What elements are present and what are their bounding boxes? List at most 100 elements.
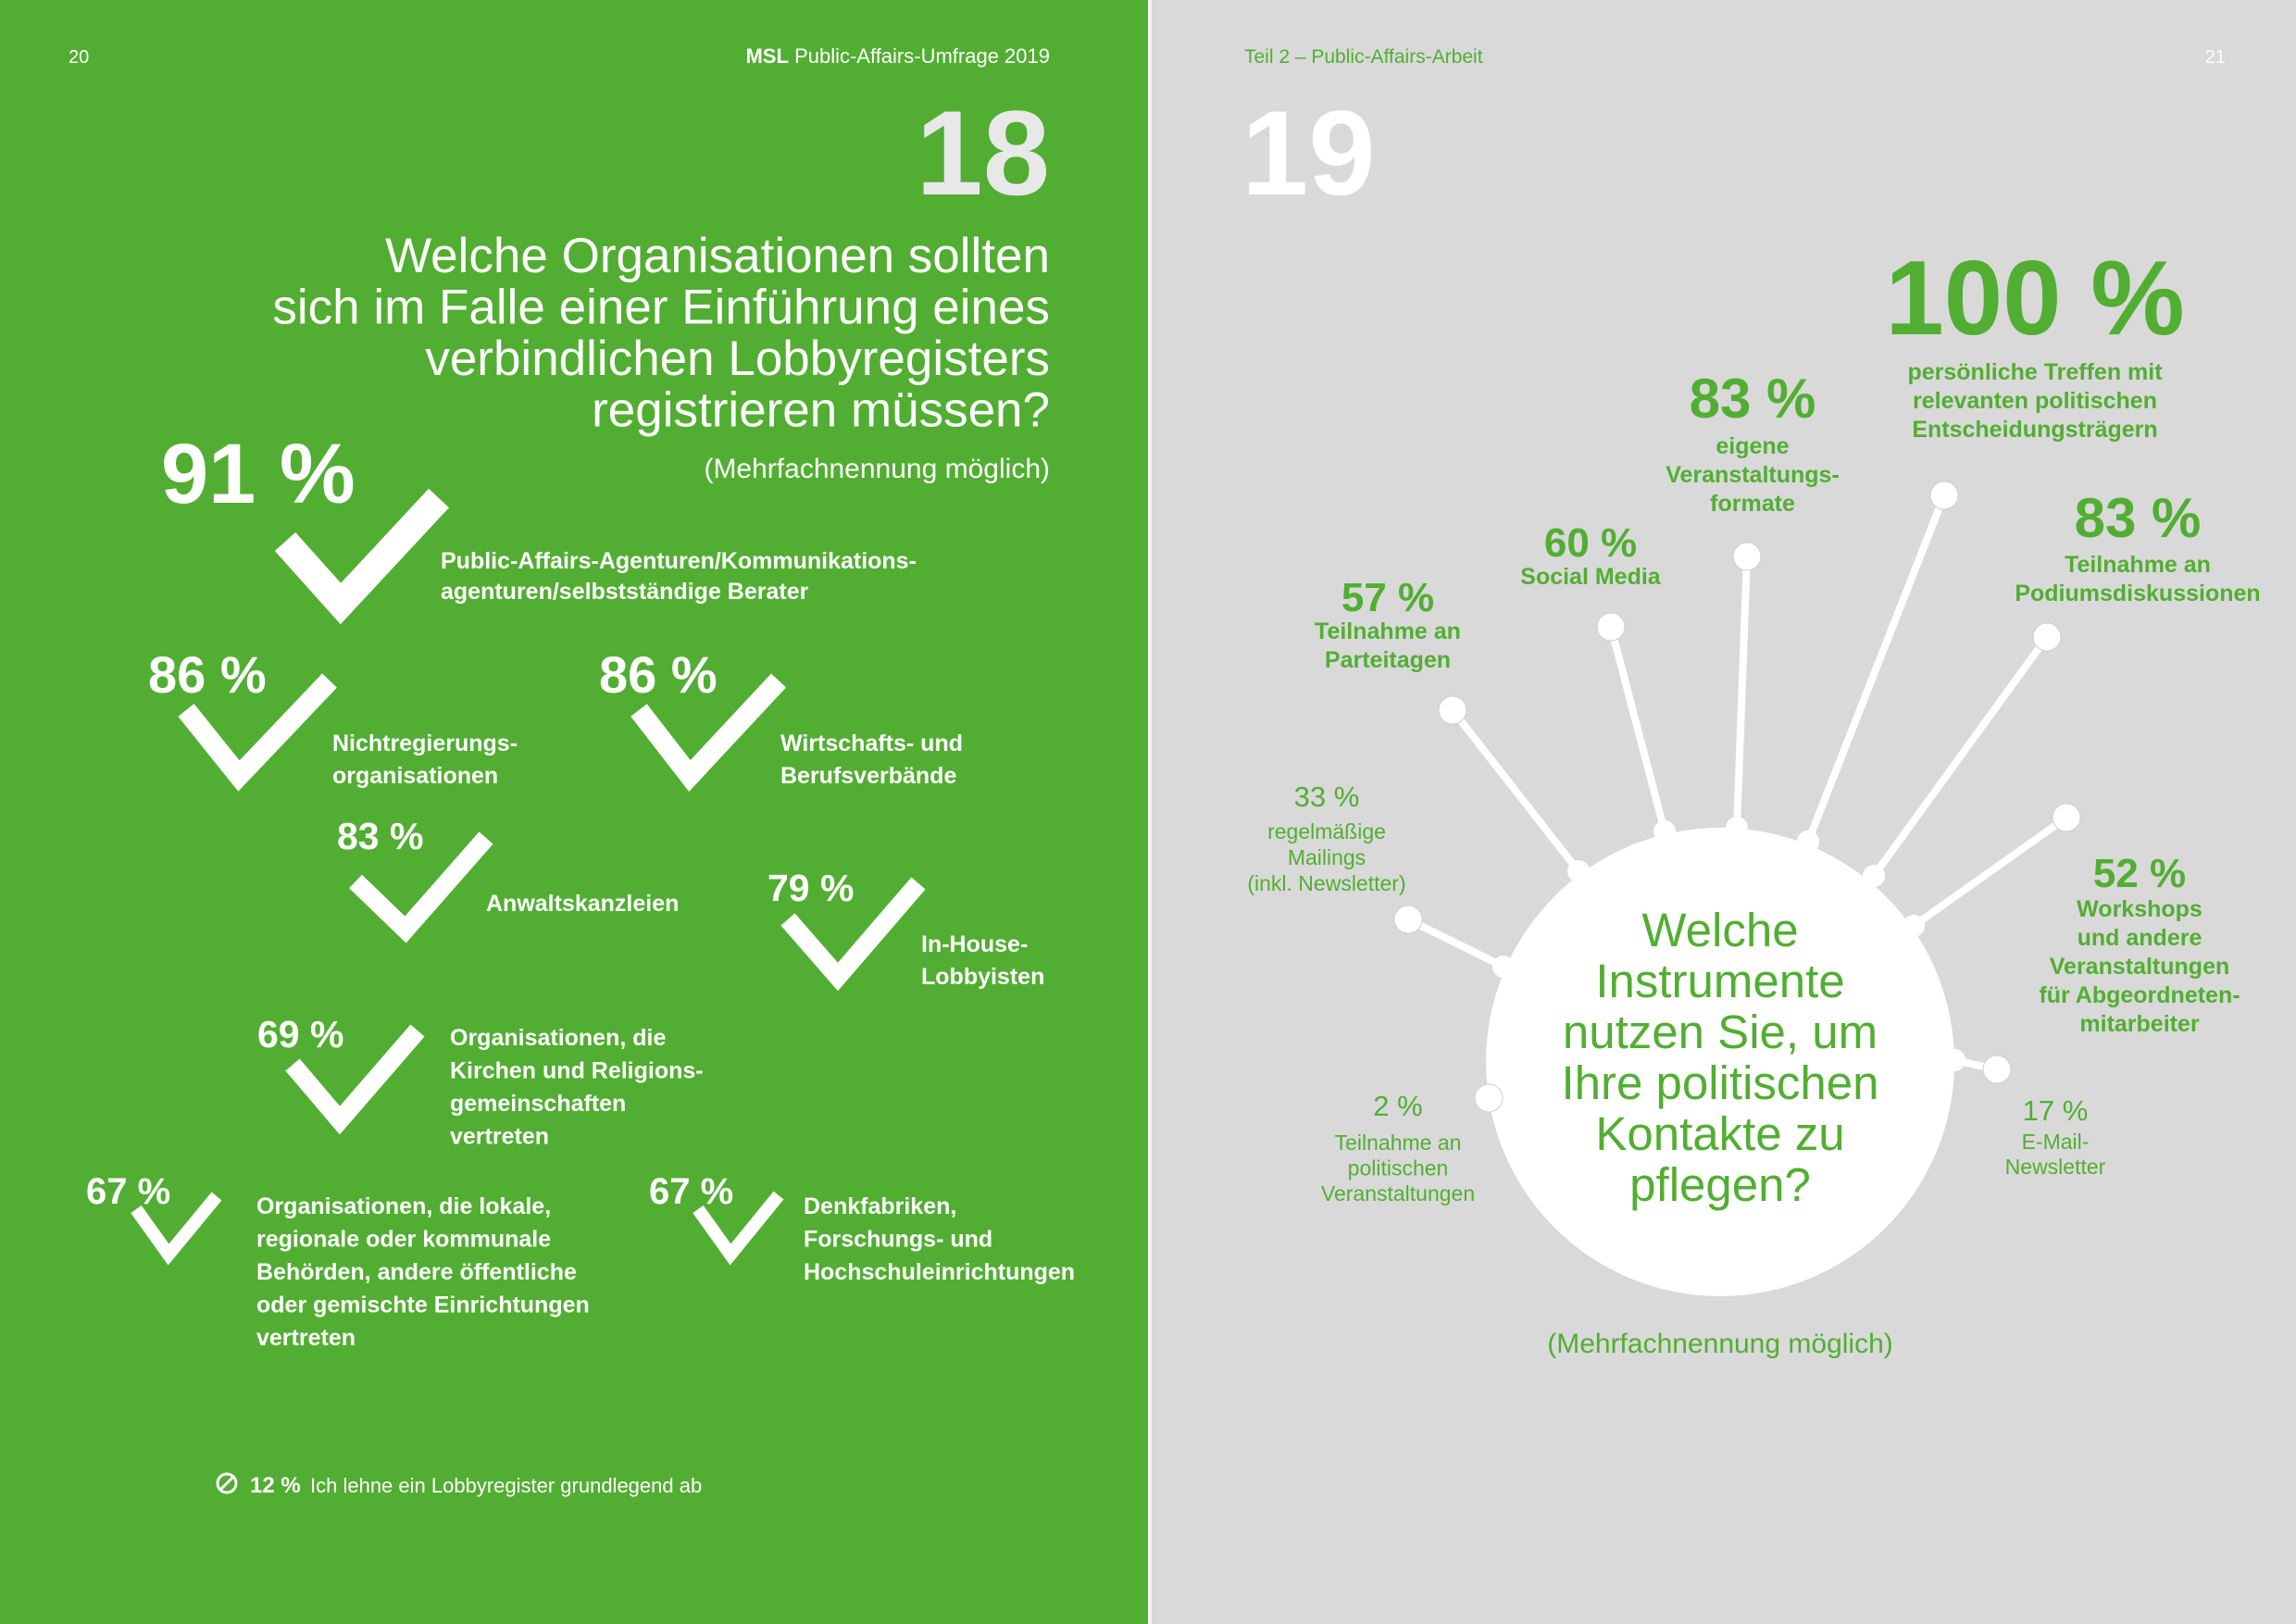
item-label: Nichtregierungs- bbox=[332, 731, 518, 756]
note: (Mehrfachnennung möglich) bbox=[1547, 1329, 1893, 1359]
item-label: Behörden, andere öffentliche bbox=[256, 1259, 577, 1285]
item-label: Veranstaltungen bbox=[1321, 1181, 1475, 1206]
header-title: Public-Affairs-Umfrage 2019 bbox=[794, 44, 1050, 68]
checkmark bbox=[285, 1024, 425, 1135]
spoke-dot bbox=[1903, 915, 1925, 937]
page-number: 20 bbox=[69, 47, 89, 68]
item-label: Public-Affairs-Agenturen/Kommunikations- bbox=[441, 548, 917, 574]
item-label: mitarbeiter bbox=[2079, 1011, 2199, 1037]
item-label: Mailings bbox=[1288, 845, 1366, 869]
checkmark bbox=[274, 488, 449, 625]
item-value: 83 % bbox=[2075, 487, 2202, 549]
item-label: Forschungs- und bbox=[804, 1227, 992, 1253]
item-label: eigene bbox=[1716, 433, 1789, 459]
checkmark bbox=[693, 1191, 784, 1266]
checkmark bbox=[178, 673, 337, 792]
item-label: Parteitagen bbox=[1325, 647, 1451, 673]
item-value: 79 % bbox=[767, 867, 854, 909]
question-line: nutzen Sie, um bbox=[1563, 1006, 1878, 1058]
item-label: Anwaltskanzleien bbox=[486, 891, 679, 917]
item-label: Teilnahme an bbox=[1315, 618, 1461, 644]
item-label: (inkl. Newsletter) bbox=[1247, 871, 1405, 895]
spoke-dot bbox=[2032, 622, 2062, 652]
item-label: agenturen/selbstständige Berater bbox=[441, 579, 809, 605]
spoke-dot bbox=[1732, 542, 1762, 571]
item-label: und andere bbox=[2078, 925, 2202, 951]
item-value: 57 % bbox=[1341, 575, 1434, 620]
question-line: pflegen? bbox=[1629, 1158, 1811, 1211]
section-title: Teil 2 – Public-Affairs-Arbeit bbox=[1244, 46, 1483, 68]
item-value: 86 % bbox=[599, 645, 718, 704]
spoke-dot bbox=[1863, 865, 1885, 887]
checkmark bbox=[780, 877, 926, 992]
item-label: Teilnahme an bbox=[2065, 552, 2211, 578]
item-value: 60 % bbox=[1544, 520, 1637, 566]
item-label: oder gemischte Einrichtungen bbox=[256, 1293, 590, 1318]
note: (Mehrfachnennung möglich) bbox=[704, 454, 1050, 484]
item-value: 69 % bbox=[257, 1013, 343, 1056]
item-label: Hochschuleinrichtungen bbox=[804, 1259, 1075, 1285]
question-line: Ihre politischen bbox=[1561, 1056, 1878, 1109]
question-line: registrieren müssen? bbox=[592, 383, 1050, 438]
spoke-dot bbox=[1492, 956, 1515, 978]
item-label: Lobbyisten bbox=[921, 964, 1044, 990]
question-line: verbindlichen Lobbyregisters bbox=[425, 331, 1050, 386]
gutter bbox=[1148, 0, 1152, 1624]
item-label: Wirtschafts- und bbox=[780, 731, 963, 756]
spoke bbox=[1406, 916, 1505, 970]
spoke-dot bbox=[1393, 905, 1423, 934]
question-line: Welche bbox=[1641, 904, 1798, 956]
spoke-dot bbox=[2052, 803, 2081, 832]
item-label: In-House- bbox=[921, 931, 1028, 957]
item-label: regionale oder kommunale bbox=[256, 1227, 551, 1253]
icon-ring bbox=[216, 1472, 238, 1494]
item-value: 83 % bbox=[1690, 368, 1816, 430]
spoke bbox=[1733, 556, 1751, 829]
spoke-dot bbox=[1797, 831, 1819, 853]
spoke bbox=[1911, 814, 2069, 930]
item-label: Podiumsdiskussionen bbox=[2015, 581, 2260, 606]
item-label: E-Mail- bbox=[2022, 1130, 2090, 1154]
spoke bbox=[1449, 707, 1582, 874]
question-line: Welche Organisationen sollten bbox=[385, 229, 1050, 283]
spoke-dot bbox=[1943, 1049, 1965, 1071]
spoke bbox=[1870, 634, 2051, 879]
item-label: relevanten politischen bbox=[1913, 388, 2157, 414]
item-label: gemeinschaften bbox=[450, 1091, 626, 1117]
spoke-dot bbox=[1929, 481, 1959, 510]
spoke-dot bbox=[1438, 695, 1467, 725]
spoke-dot bbox=[1596, 612, 1626, 642]
question-number: 19 bbox=[1242, 85, 1376, 220]
footer-value: 12 % bbox=[250, 1473, 301, 1498]
icon-slash bbox=[218, 1475, 235, 1492]
checkmark bbox=[131, 1192, 222, 1266]
item-value: 100 % bbox=[1885, 240, 2184, 357]
checkmark bbox=[630, 673, 787, 792]
item-label: Organisationen, die bbox=[450, 1025, 666, 1051]
item-label: Berufsverbände bbox=[780, 763, 956, 789]
item-value: 2 % bbox=[1373, 1090, 1422, 1122]
item-label: Newsletter bbox=[2005, 1155, 2106, 1179]
spoke-dot bbox=[1982, 1055, 2012, 1084]
spoke-dot bbox=[1567, 860, 1590, 882]
item-label: formate bbox=[1710, 491, 1795, 517]
item-label: Teilnahme an bbox=[1335, 1131, 1462, 1155]
item-label: für Abgeordneten- bbox=[2039, 982, 2240, 1008]
spoke-dot bbox=[1653, 820, 1676, 843]
spoke bbox=[1607, 625, 1668, 833]
question-line: Instrumente bbox=[1595, 955, 1844, 1007]
item-label: Kirchen und Religions- bbox=[450, 1058, 704, 1084]
running-header: MSL Public-Affairs-Umfrage 2019 bbox=[745, 44, 1050, 68]
spoke bbox=[1804, 493, 1948, 843]
left-page-bg bbox=[0, 0, 1148, 1624]
item-label: Social Media bbox=[1520, 564, 1662, 590]
item-label: Organisationen, die lokale, bbox=[256, 1193, 551, 1219]
item-value: 17 % bbox=[2023, 1094, 2089, 1127]
item-value: 86 % bbox=[148, 645, 267, 704]
page-number: 21 bbox=[2205, 47, 2226, 68]
item-value: 67 % bbox=[86, 1171, 170, 1212]
item-label: regelmäßige bbox=[1267, 819, 1386, 843]
item-value: 33 % bbox=[1294, 781, 1360, 813]
item-value: 67 % bbox=[649, 1171, 733, 1212]
